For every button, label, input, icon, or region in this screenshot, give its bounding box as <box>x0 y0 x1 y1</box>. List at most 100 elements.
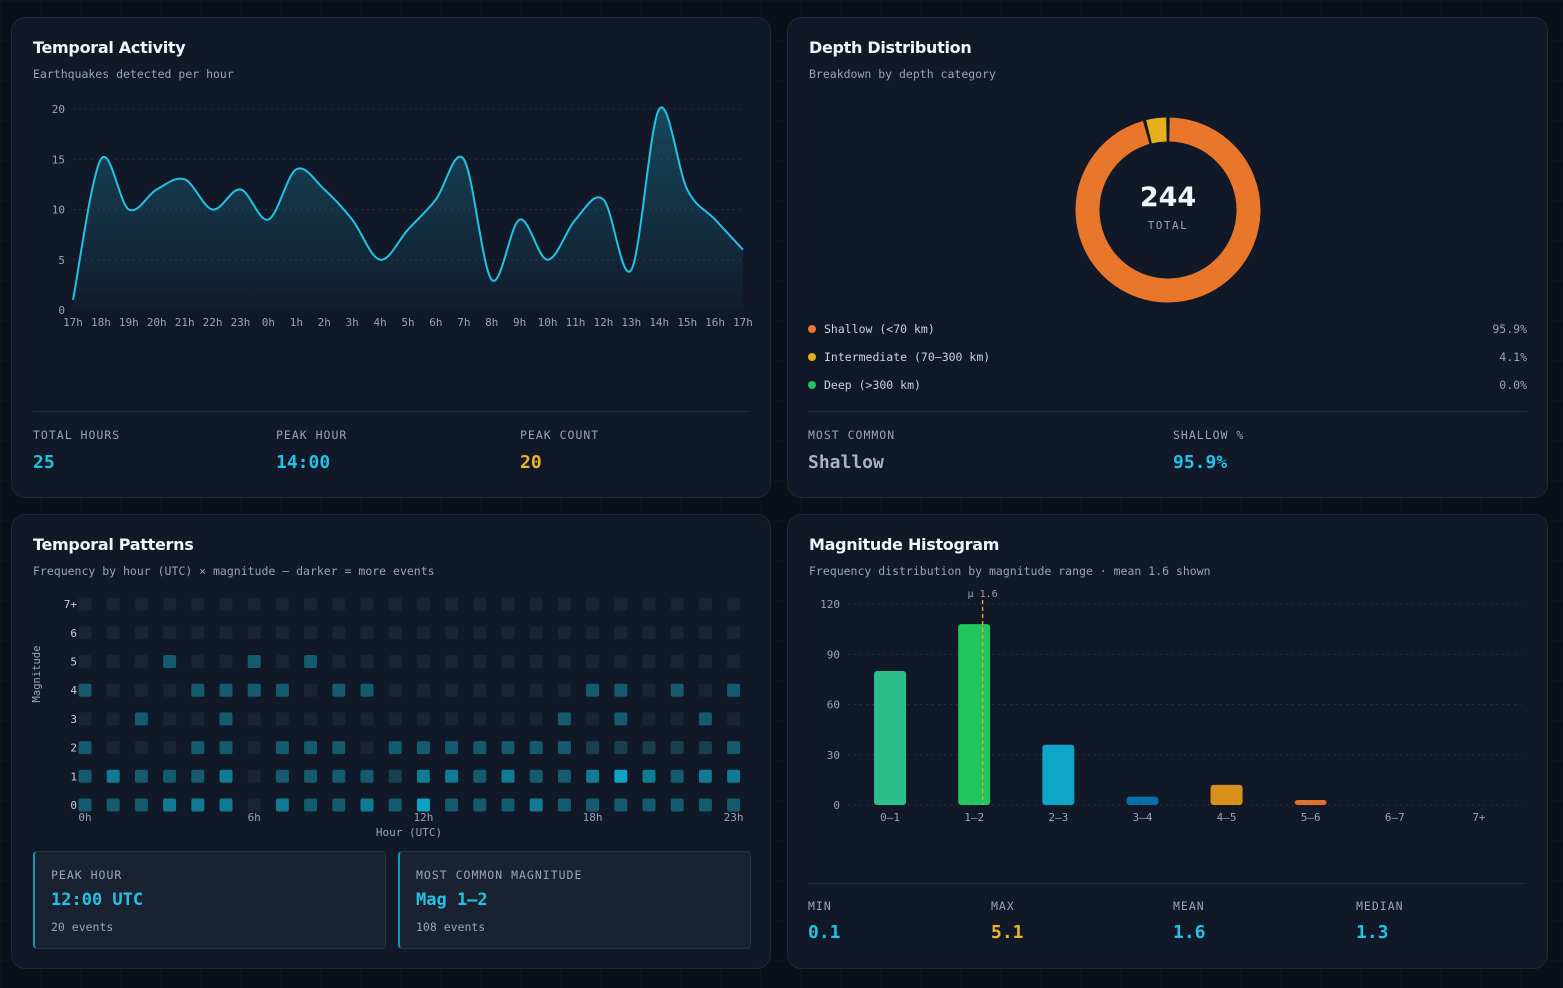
x-tick-label: 16h <box>705 316 725 329</box>
stat-label-most-common: MOST COMMON <box>808 428 896 442</box>
heatmap-cell <box>473 655 487 668</box>
heatmap-cell <box>529 626 543 640</box>
x-tick-label: 10h <box>538 316 558 329</box>
stat-value-shallow-pct: 95.9% <box>1173 452 1228 473</box>
x-tick-label: 3h <box>346 316 359 329</box>
heatmap-cell <box>360 597 374 611</box>
heatmap-cell <box>642 769 656 783</box>
heatmap-cell <box>332 741 346 755</box>
heatmap-cell <box>670 655 684 668</box>
divider <box>808 411 1527 412</box>
heatmap-cell <box>247 597 261 611</box>
legend-label: Deep (>300 km) <box>824 378 921 392</box>
heatmap-cell <box>275 626 289 640</box>
stat-value-max: 5.1 <box>991 922 1024 943</box>
heatmap-cell <box>445 626 459 640</box>
heatmap-cell <box>416 597 430 611</box>
heatmap-cell <box>304 798 318 812</box>
heatmap-cell <box>388 712 402 726</box>
heatmap-cell <box>445 712 459 726</box>
stat-label-mean: MEAN <box>1173 899 1205 913</box>
heatmap-cell <box>247 626 261 640</box>
heatmap-cell <box>247 683 261 697</box>
heatmap-cell <box>416 683 430 697</box>
x-tick-label: 6–7 <box>1385 811 1405 824</box>
heatmap-cell <box>304 655 318 668</box>
x-axis-label: Hour (UTC) <box>376 826 442 839</box>
area-fill <box>73 107 743 311</box>
heatmap-cell <box>670 769 684 783</box>
heatmap-cell <box>134 798 148 812</box>
heatmap-cell <box>473 712 487 726</box>
heatmap-cell <box>191 741 205 755</box>
heatmap-cell <box>727 597 741 611</box>
heatmap-cell <box>304 741 318 755</box>
heatmap-cell <box>557 597 571 611</box>
stat-label-shallow-pct: SHALLOW % <box>1173 428 1245 442</box>
heatmap-cell <box>360 712 374 726</box>
heatmap-cell <box>473 626 487 640</box>
y-tick-label: 30 <box>827 749 840 762</box>
heatmap-cell <box>134 741 148 755</box>
heatmap-cell <box>614 655 628 668</box>
peak-hour-box-note: 20 events <box>51 920 114 934</box>
common-magnitude-box-note: 108 events <box>416 920 486 934</box>
heatmap-cell <box>670 683 684 697</box>
stat-label-median: MEDIAN <box>1356 899 1404 913</box>
heatmap-cell <box>586 798 600 812</box>
heatmap-cell <box>529 597 543 611</box>
heatmap-cell <box>698 597 712 611</box>
heatmap-cell <box>360 626 374 640</box>
heatmap-cell <box>163 769 177 783</box>
legend-dot <box>808 381 816 389</box>
y-tick-label: 0 <box>833 799 840 812</box>
heatmap-cell <box>529 712 543 726</box>
histogram-chart: 0 30 60 90 120 0–1 1–2 2–3 3–4 4–5 5–6 6–7 7+ μ 1.6 <box>820 589 1521 824</box>
heatmap-cell <box>134 769 148 783</box>
heatmap-cell <box>247 712 261 726</box>
y-tick-label: 4 <box>70 684 77 697</box>
heatmap-cell <box>332 798 346 812</box>
heatmap-cell <box>642 626 656 640</box>
heatmap-cell <box>134 626 148 640</box>
legend-item-shallow: Shallow (<70 km) 95.9% <box>808 322 1527 338</box>
heatmap-cell <box>529 798 543 812</box>
heatmap-cell <box>501 626 515 640</box>
x-tick-label: 14h <box>649 316 669 329</box>
heatmap-cell <box>416 712 430 726</box>
heatmap-cell <box>275 798 289 812</box>
temporal-patterns-card: Temporal Patterns Frequency by hour (UTC… <box>11 514 771 969</box>
stat-label-total-hours: TOTAL HOURS <box>33 428 121 442</box>
stat-value-mean: 1.6 <box>1173 922 1206 943</box>
heatmap-cell <box>388 683 402 697</box>
x-tick-label: 6h <box>429 316 442 329</box>
heatmap-cell <box>727 712 741 726</box>
legend-pct: 95.9% <box>1492 322 1527 336</box>
x-tick-label: 2h <box>318 316 331 329</box>
heatmap-cell <box>586 597 600 611</box>
heatmap-cell <box>670 798 684 812</box>
x-tick-label: 23h <box>724 811 744 824</box>
heatmap-cell <box>642 712 656 726</box>
heatmap-cell <box>586 683 600 697</box>
heatmap-cell <box>219 798 233 812</box>
y-tick-label: 20 <box>52 103 65 116</box>
y-tick-label: 90 <box>827 648 840 661</box>
heatmap-cell <box>106 597 120 611</box>
heatmap-cell <box>106 626 120 640</box>
heatmap-cell <box>473 597 487 611</box>
y-tick-label: 0 <box>70 799 77 812</box>
x-tick-label: 0–1 <box>880 811 900 824</box>
heatmap-cell <box>247 655 261 668</box>
heatmap-cell <box>727 626 741 640</box>
y-tick-label: 7+ <box>64 598 78 611</box>
heatmap-cell <box>163 712 177 726</box>
legend-label: Intermediate (70–300 km) <box>824 350 991 364</box>
y-tick-label: 15 <box>52 153 65 166</box>
y-tick-label: 10 <box>52 204 65 217</box>
heatmap-cell <box>698 798 712 812</box>
histogram-bar <box>874 671 907 805</box>
divider <box>33 411 749 412</box>
x-tick-label: 8h <box>485 316 498 329</box>
heatmap-cell <box>219 712 233 726</box>
